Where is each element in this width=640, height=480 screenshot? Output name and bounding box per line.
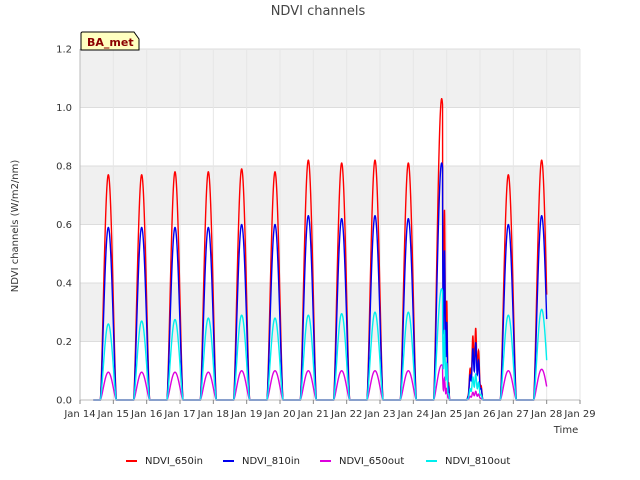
y-tick-label: 0.2 [56,337,72,348]
y-tick-label: 0.6 [56,220,72,231]
x-tick-label: Jan 29 [563,409,595,420]
x-tick-label: Jan 28 [530,409,562,420]
x-tick-label: Jan 22 [330,409,362,420]
legend: NDVI_650in NDVI_810in NDVI_650out NDVI_810o… [126,456,510,467]
plot-band [80,49,580,108]
x-tick-label: Jan 26 [463,409,495,420]
badge: BA_met [80,31,140,51]
legend-label-ndvi_650in: NDVI_650in [145,456,203,467]
x-tick-label: Jan 15 [97,409,129,420]
y-tick-label: 0.8 [56,162,72,173]
x-tick-label: Jan 17 [163,409,195,420]
badge-box [80,31,140,51]
legend-label-ndvi_810in: NDVI_810in [242,456,300,467]
x-tick-label: Jan 21 [297,409,329,420]
y-tick-label: 0.0 [56,396,72,407]
x-tick-label: Jan 27 [497,409,529,420]
chart-title: NDVI channels [271,4,366,19]
y-tick-label: 1.2 [56,45,72,56]
x-tick-label: Jan 18 [197,409,229,420]
legend-label-ndvi_650out: NDVI_650out [339,456,404,467]
y-tick-label: 0.4 [56,279,72,290]
x-tick-label: Jan 23 [363,409,395,420]
plot-band [80,283,580,342]
x-tick-label: Jan 19 [230,409,262,420]
x-tick-label: Jan 24 [397,409,429,420]
x-tick-label: Jan 25 [430,409,462,420]
x-axis-label: Time [553,425,578,436]
x-tick-label: Jan 14 [63,409,95,420]
legend-label-ndvi_810out: NDVI_810out [445,456,510,467]
y-axis-label: NDVI channels (W/m2/nm) [10,160,21,293]
x-tick-label: Jan 20 [263,409,295,420]
x-tick-label: Jan 16 [130,409,162,420]
y-tick-label: 1.0 [56,103,72,114]
plot-band [80,166,580,225]
badge-label: BA_met [87,36,134,49]
